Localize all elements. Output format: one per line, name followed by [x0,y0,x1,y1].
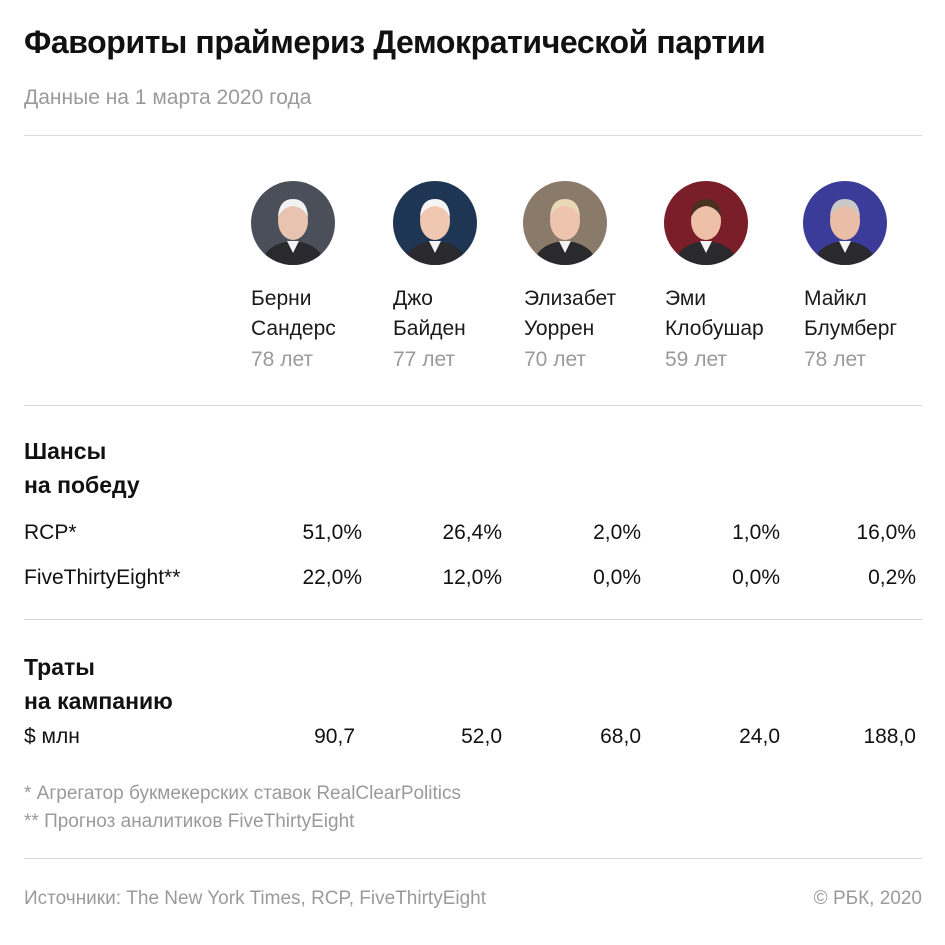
footnote: * Агрегатор букмекерских ставок RealClea… [24,783,461,804]
table-cell: 0,0% [593,566,641,589]
candidate-age: 70 лет [524,348,587,371]
page-title: Фавориты праймериз Демократической парти… [24,24,766,60]
candidate-last-name: Клобушар [665,317,764,340]
divider [24,858,922,859]
section-heading-chances: Шансы на победу [24,434,140,502]
candidate-age: 59 лет [665,348,728,371]
table-cell: 16,0% [856,521,916,544]
row-label-fivethirtyeight: FiveThirtyEight** [24,566,181,589]
table-cell: 26,4% [442,521,502,544]
footnote: ** Прогноз аналитиков FiveThirtyEight [24,811,355,832]
candidate-last-name: Уоррен [524,317,595,340]
row-label-spending: $ млн [24,725,80,748]
candidate-first-name: Эми [665,287,707,310]
candidate-info: Эми Клобушар 59 лет [665,284,764,372]
table-cell: 0,2% [868,566,916,589]
section-heading-line: на кампанию [24,688,173,714]
divider [24,619,922,620]
table-cell: 1,0% [732,521,780,544]
table-cell: 90,7 [314,725,355,748]
candidate-info: Берни Сандерс 78 лет [251,284,336,372]
candidate-first-name: Берни [251,287,312,310]
candidate-photo [523,181,607,265]
divider [24,135,922,136]
candidate-photo [251,181,335,265]
portrait-image [664,181,748,265]
candidate-photo [803,181,887,265]
table-cell: 24,0 [739,725,780,748]
candidate-photo [393,181,477,265]
portrait-image [523,181,607,265]
section-heading-line: на победу [24,472,140,498]
page-subtitle: Данные на 1 марта 2020 года [24,86,312,109]
portrait-image [393,181,477,265]
portrait-image [803,181,887,265]
candidate-first-name: Майкл [804,287,867,310]
table-cell: 12,0% [442,566,502,589]
sources: Источники: The New York Times, RCP, Five… [24,888,487,909]
section-heading-spending: Траты на кампанию [24,650,173,718]
candidate-first-name: Элизабет [524,287,617,310]
table-cell: 22,0% [302,566,362,589]
table-cell: 2,0% [593,521,641,544]
table-cell: 188,0 [863,725,916,748]
table-cell: 51,0% [302,521,362,544]
divider [24,405,922,406]
portrait-image [251,181,335,265]
candidate-info: Элизабет Уоррен 70 лет [524,284,616,372]
candidate-age: 78 лет [804,348,867,371]
section-heading-line: Траты [24,654,95,680]
candidate-first-name: Джо [393,287,433,310]
candidate-last-name: Блумберг [804,317,898,340]
candidate-last-name: Байден [393,317,466,340]
candidate-age: 77 лет [393,348,456,371]
table-cell: 52,0 [461,725,502,748]
table-cell: 68,0 [600,725,641,748]
row-label-rcp: RCP* [24,521,77,544]
copyright: © РБК, 2020 [813,888,922,909]
candidate-last-name: Сандерс [251,317,336,340]
candidate-photo [664,181,748,265]
candidate-info: Джо Байден 77 лет [393,284,466,372]
candidate-age: 78 лет [251,348,314,371]
table-cell: 0,0% [732,566,780,589]
section-heading-line: Шансы [24,438,107,464]
candidate-info: Майкл Блумберг 78 лет [804,284,897,372]
